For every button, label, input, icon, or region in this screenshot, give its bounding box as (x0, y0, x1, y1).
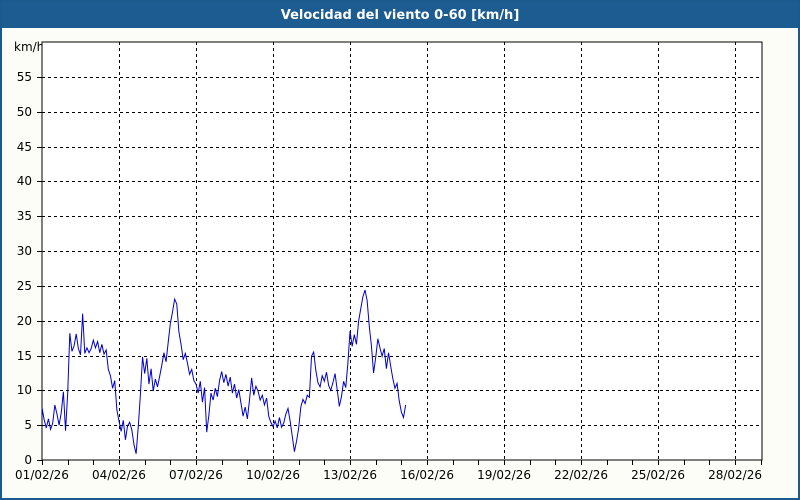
x-tick-label: 01/02/26 (15, 468, 69, 482)
x-tick-label: 16/02/26 (400, 468, 454, 482)
y-tick-label: 35 (16, 209, 32, 224)
y-tick-label: 40 (16, 174, 32, 189)
y-tick-label: 15 (16, 348, 32, 363)
x-tick-label: 10/02/26 (246, 468, 300, 482)
y-tick-label: 30 (16, 244, 32, 258)
x-tick-label: 28/02/26 (708, 468, 762, 482)
y-tick-label: 55 (16, 69, 32, 84)
y-tick-label: 45 (16, 139, 32, 154)
y-tick-label: 20 (16, 313, 32, 328)
wind-speed-series-line (41, 289, 407, 454)
y-tick-label: 5 (24, 418, 32, 433)
x-tick-label: 25/02/26 (631, 468, 685, 482)
x-tick-label: 07/02/26 (169, 468, 223, 482)
chart-title: Velocidad del viento 0-60 [km/h] (280, 7, 520, 23)
x-tick-label: 13/02/26 (323, 468, 377, 482)
y-tick-label: 50 (16, 104, 32, 119)
x-tick-label: 19/02/26 (477, 468, 531, 482)
y-axis-unit-label: km/h (14, 40, 45, 54)
x-tick-label: 22/02/26 (554, 468, 608, 482)
x-tick-label: 04/02/26 (92, 468, 146, 482)
y-tick-label: 25 (16, 278, 32, 293)
title-bar: Velocidad del viento 0-60 [km/h] (2, 2, 798, 28)
y-tick-label: 0 (24, 453, 32, 467)
y-tick-label: 10 (16, 383, 32, 398)
